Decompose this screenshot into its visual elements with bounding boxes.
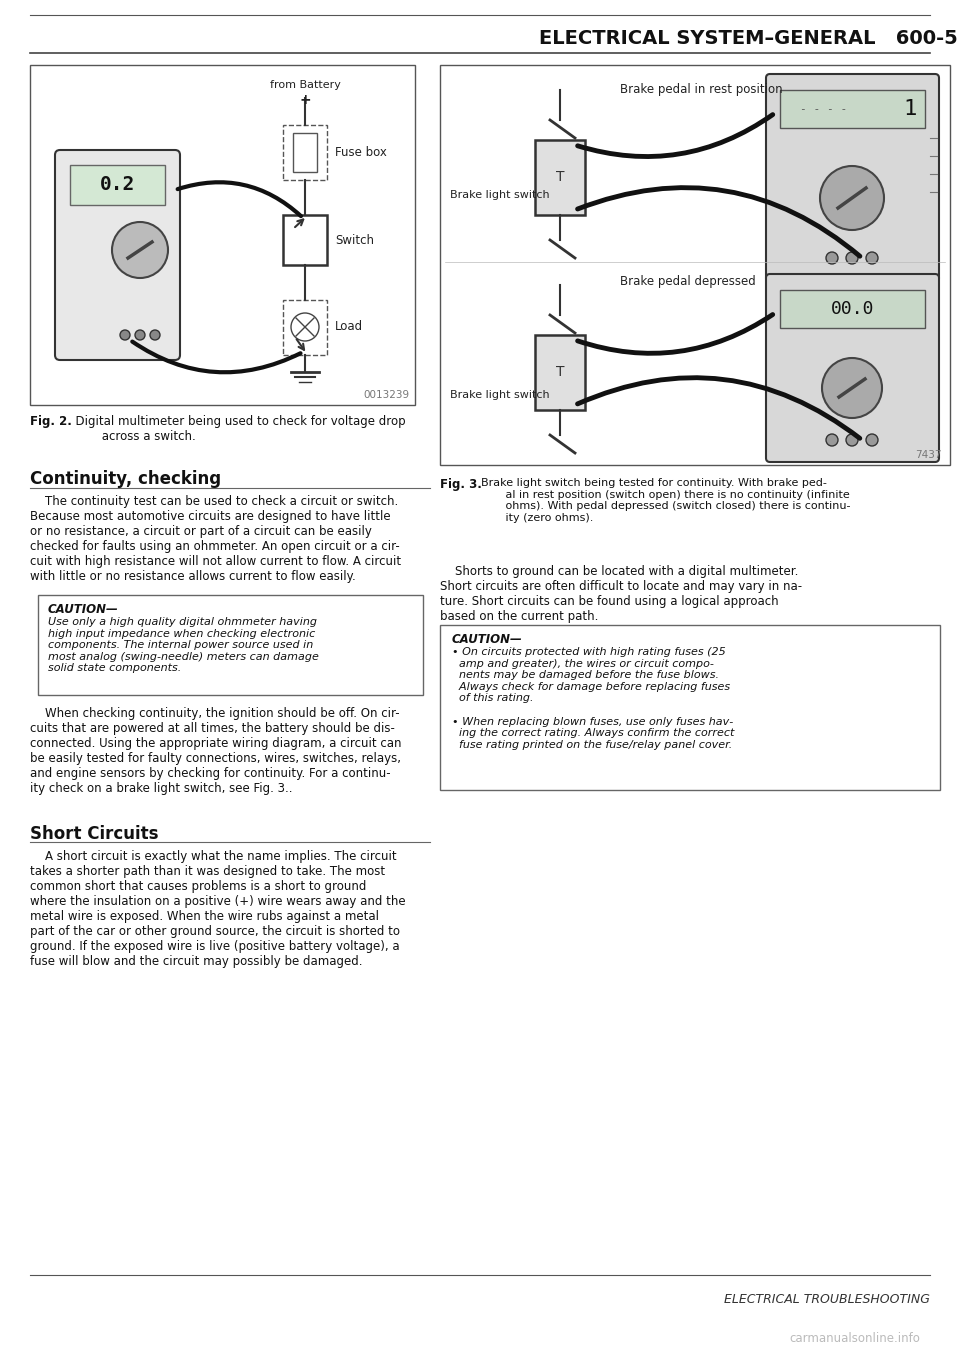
Bar xyxy=(30,65,415,404)
Circle shape xyxy=(846,434,858,446)
Text: from Battery: from Battery xyxy=(270,80,341,90)
Text: Brake light switch being tested for continuity. With brake ped-
         al in r: Brake light switch being tested for cont… xyxy=(474,478,851,522)
Text: ELECTRICAL SYSTEM–GENERAL   600-5: ELECTRICAL SYSTEM–GENERAL 600-5 xyxy=(540,28,958,47)
FancyBboxPatch shape xyxy=(766,274,939,461)
Text: A short circuit is exactly what the name implies. The circuit
takes a shorter pa: A short circuit is exactly what the name… xyxy=(30,849,406,968)
Circle shape xyxy=(135,330,145,341)
Bar xyxy=(535,140,585,214)
Circle shape xyxy=(866,434,878,446)
Text: Brake pedal depressed: Brake pedal depressed xyxy=(620,275,756,288)
Text: Digital multimeter being used to check for voltage drop
         across a switch: Digital multimeter being used to check f… xyxy=(68,415,406,442)
Circle shape xyxy=(112,223,168,278)
Bar xyxy=(440,65,950,465)
Text: CAUTION—: CAUTION— xyxy=(452,632,523,646)
Text: carmanualsonline.info: carmanualsonline.info xyxy=(789,1333,920,1345)
Bar xyxy=(780,290,925,328)
Text: The continuity test can be used to check a circuit or switch.
Because most autom: The continuity test can be used to check… xyxy=(30,495,401,584)
Bar xyxy=(38,594,423,695)
Circle shape xyxy=(150,330,160,341)
Circle shape xyxy=(826,252,838,265)
Bar xyxy=(283,300,327,356)
Circle shape xyxy=(822,358,882,418)
Text: Short Circuits: Short Circuits xyxy=(30,825,158,843)
Circle shape xyxy=(120,330,130,341)
Text: T: T xyxy=(556,170,564,185)
Text: • On circuits protected with high rating fuses (25
  amp and greater), the wires: • On circuits protected with high rating… xyxy=(452,647,734,750)
Text: Fig. 3.: Fig. 3. xyxy=(440,478,482,491)
Text: 00.0: 00.0 xyxy=(830,300,875,318)
Text: 7437: 7437 xyxy=(916,451,942,460)
Text: Continuity, checking: Continuity, checking xyxy=(30,470,221,489)
Circle shape xyxy=(291,313,319,341)
Text: +: + xyxy=(300,94,311,107)
Text: Fig. 2.: Fig. 2. xyxy=(30,415,72,427)
Text: CAUTION—: CAUTION— xyxy=(48,603,119,616)
Bar xyxy=(293,133,317,172)
Bar xyxy=(535,335,585,410)
Text: Switch: Switch xyxy=(335,233,374,247)
Text: 0013239: 0013239 xyxy=(364,389,410,400)
Text: Shorts to ground can be located with a digital multimeter.
Short circuits are of: Shorts to ground can be located with a d… xyxy=(440,565,803,623)
Circle shape xyxy=(846,252,858,265)
Circle shape xyxy=(866,252,878,265)
Bar xyxy=(70,166,165,205)
Text: 0.2: 0.2 xyxy=(100,175,135,194)
Text: Brake light switch: Brake light switch xyxy=(450,389,550,400)
FancyBboxPatch shape xyxy=(55,151,180,360)
Text: Load: Load xyxy=(335,320,363,334)
Bar xyxy=(283,125,327,180)
Bar xyxy=(780,90,925,128)
Text: ELECTRICAL TROUBLESHOOTING: ELECTRICAL TROUBLESHOOTING xyxy=(724,1293,930,1305)
Text: - - - -: - - - - xyxy=(800,104,848,114)
FancyBboxPatch shape xyxy=(766,75,939,282)
Bar xyxy=(283,214,327,265)
Text: 1: 1 xyxy=(903,99,917,119)
Circle shape xyxy=(820,166,884,229)
Text: Brake light switch: Brake light switch xyxy=(450,190,550,199)
Bar xyxy=(440,626,940,790)
Text: When checking continuity, the ignition should be off. On cir-
cuits that are pow: When checking continuity, the ignition s… xyxy=(30,707,401,795)
Text: Use only a high quality digital ohmmeter having
high input impedance when checki: Use only a high quality digital ohmmeter… xyxy=(48,617,319,673)
Circle shape xyxy=(826,434,838,446)
Text: Brake pedal in rest position: Brake pedal in rest position xyxy=(620,83,782,96)
Text: T: T xyxy=(556,365,564,379)
Text: Fuse box: Fuse box xyxy=(335,145,387,159)
